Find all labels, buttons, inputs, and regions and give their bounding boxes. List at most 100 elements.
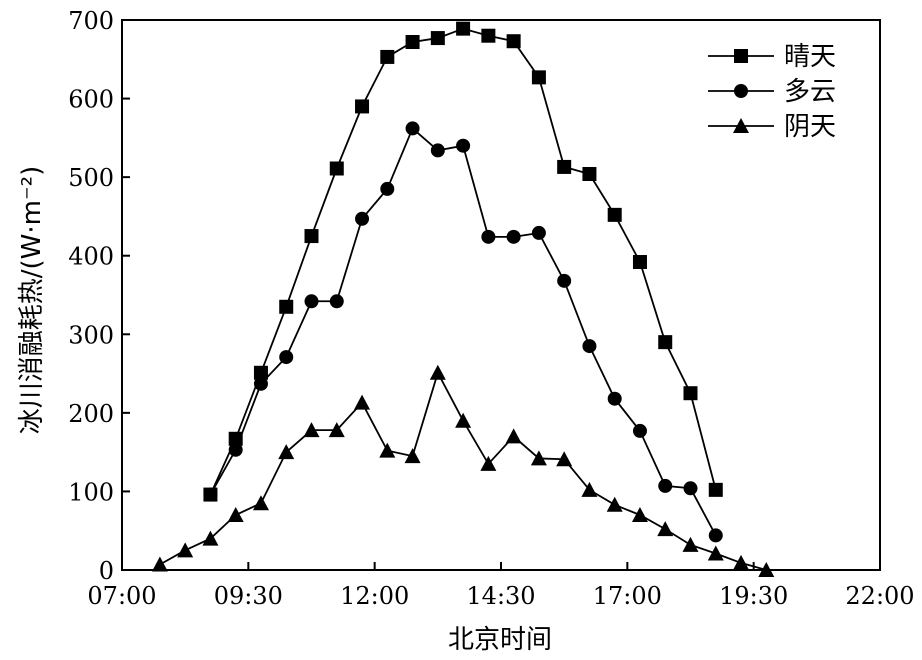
tick-labels: 07:00 09:30 12:00 14:30 17:00 19:30 22:00 0 100 2… xyxy=(68,7,914,610)
square-marker xyxy=(582,167,597,181)
y-tick-label: 200 xyxy=(68,400,114,428)
triangle-marker xyxy=(556,451,573,467)
triangle-marker xyxy=(581,481,598,497)
square-marker xyxy=(380,49,395,64)
square-marker xyxy=(405,35,420,49)
circle-marker xyxy=(355,211,370,226)
triangle-marker xyxy=(682,536,699,552)
triangle-marker xyxy=(530,450,547,466)
circle-marker xyxy=(734,84,748,98)
x-tick-label: 14:30 xyxy=(466,582,535,610)
square-marker xyxy=(430,31,445,46)
square-marker xyxy=(279,299,294,314)
circle-marker xyxy=(582,339,597,354)
legend-item: 阴天 xyxy=(708,112,836,142)
triangle-marker xyxy=(202,530,219,546)
x-tick-label: 17:00 xyxy=(593,582,662,610)
circle-marker xyxy=(658,478,673,493)
circle-marker xyxy=(380,181,395,196)
x-tick-label: 09:30 xyxy=(214,582,283,610)
circle-marker xyxy=(506,229,521,244)
triangle-marker xyxy=(657,521,674,537)
circle-marker xyxy=(253,376,268,391)
triangle-marker xyxy=(505,428,522,444)
square-marker xyxy=(658,335,673,350)
triangle-marker xyxy=(429,364,446,380)
circle-marker xyxy=(203,487,218,502)
y-tick-label: 700 xyxy=(68,7,114,35)
square-marker xyxy=(708,482,723,497)
y-tick-label: 300 xyxy=(68,321,114,349)
legend-label: 多云 xyxy=(784,77,836,107)
triangle-marker xyxy=(404,448,421,464)
square-marker xyxy=(683,386,698,401)
series-line xyxy=(209,126,717,536)
square-marker xyxy=(456,21,471,36)
circle-marker xyxy=(456,138,471,153)
circle-marker xyxy=(430,143,445,158)
triangle-marker xyxy=(252,495,269,511)
triangle-marker xyxy=(480,455,497,471)
circle-marker xyxy=(683,481,698,496)
series-line xyxy=(159,370,767,571)
square-marker xyxy=(632,255,647,269)
square-marker xyxy=(607,207,622,222)
square-marker xyxy=(557,159,572,174)
triangle-marker xyxy=(379,442,396,458)
legend-label: 晴天 xyxy=(784,42,836,72)
square-marker xyxy=(531,70,546,85)
y-tick-label: 100 xyxy=(68,478,114,506)
square-marker xyxy=(355,99,370,114)
triangle-marker xyxy=(606,496,623,512)
triangle-marker xyxy=(733,118,749,133)
circle-marker xyxy=(708,528,723,543)
y-tick-label: 500 xyxy=(68,164,114,192)
circle-marker xyxy=(607,391,622,406)
series-triangle xyxy=(151,364,775,577)
circle-marker xyxy=(531,225,546,240)
circle-marker xyxy=(304,294,319,309)
triangle-marker xyxy=(707,545,724,561)
circle-marker xyxy=(632,423,647,438)
axes xyxy=(121,19,881,571)
plot-frame xyxy=(121,19,881,571)
square-marker xyxy=(304,229,319,244)
circle-marker xyxy=(405,121,420,136)
triangle-marker xyxy=(227,507,244,522)
square-marker xyxy=(506,34,521,49)
legend-item: 晴天 xyxy=(708,42,836,72)
x-tick-label: 19:30 xyxy=(719,582,788,610)
circle-marker xyxy=(481,229,496,244)
x-axis-label: 北京时间 xyxy=(448,625,552,655)
series-circle xyxy=(203,121,723,543)
square-marker xyxy=(329,161,344,176)
legend-label: 阴天 xyxy=(784,112,836,142)
triangle-marker xyxy=(733,554,750,570)
x-tick-label: 22:00 xyxy=(845,582,914,610)
y-axis-label: 冰川消融耗热/(W·m⁻²) xyxy=(17,166,47,435)
circle-marker xyxy=(279,350,294,365)
y-tick-label: 400 xyxy=(68,243,114,271)
square-marker xyxy=(253,365,268,380)
circle-marker xyxy=(228,442,243,457)
triangle-marker xyxy=(303,422,320,438)
triangle-marker xyxy=(455,412,472,428)
y-tick-label: 0 xyxy=(99,557,114,585)
triangle-marker xyxy=(354,394,371,410)
triangle-marker xyxy=(631,507,648,522)
x-tick-label: 07:00 xyxy=(87,582,156,610)
square-marker xyxy=(734,49,748,63)
series-layer xyxy=(151,21,775,577)
triangle-marker xyxy=(177,542,194,558)
triangle-marker xyxy=(758,562,775,577)
circle-marker xyxy=(557,273,572,288)
y-tick-label: 600 xyxy=(68,86,114,114)
square-marker xyxy=(481,28,496,43)
triangle-marker xyxy=(278,444,295,460)
legend-item: 多云 xyxy=(708,77,836,107)
x-tick-label: 12:00 xyxy=(340,582,409,610)
triangle-marker xyxy=(151,556,168,572)
triangle-marker xyxy=(328,422,345,438)
